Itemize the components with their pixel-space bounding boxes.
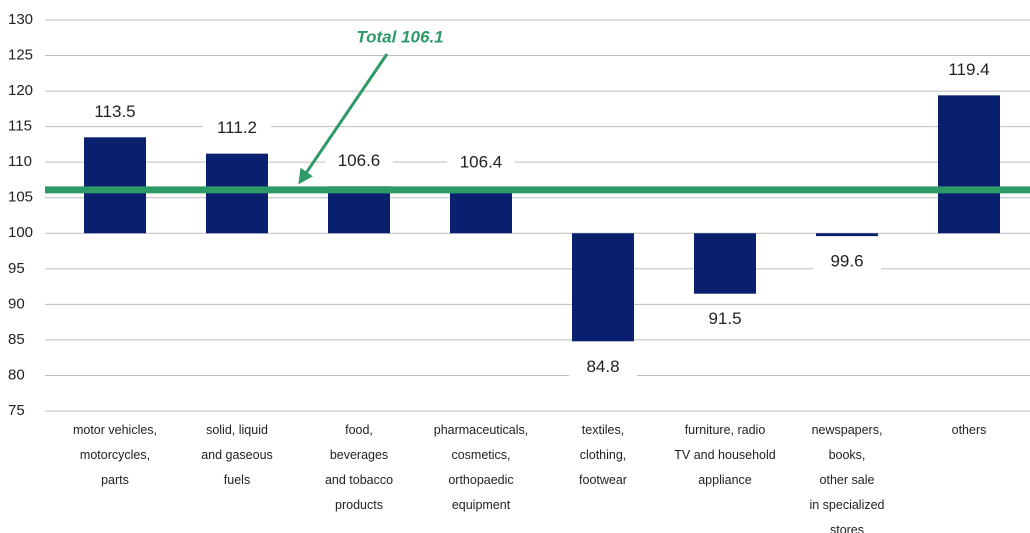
- y-tick-label: 125: [8, 47, 33, 64]
- value-label: 91.5: [708, 309, 741, 328]
- value-label: 111.2: [217, 118, 257, 137]
- x-tick-label-line: solid, liquid: [206, 423, 268, 437]
- x-tick-label-line: beverages: [330, 448, 388, 462]
- x-tick-label-line: products: [335, 498, 383, 512]
- x-tick-label: pharmaceuticals, cosmetics, orthopaedic equ…: [434, 423, 529, 512]
- labels: 75 80 85 90 95 100 105 110 115 120 125 130 113.5 moto…: [8, 11, 1003, 533]
- y-tick-label: 80: [8, 366, 25, 383]
- x-tick-label-line: furniture, radio: [685, 423, 766, 437]
- annotation: Total 106.1: [356, 27, 443, 46]
- value-label-bg: [813, 250, 881, 275]
- value-label: 106.6: [338, 151, 381, 170]
- y-tick-label: 120: [8, 82, 33, 99]
- bar: [206, 153, 268, 234]
- y-tick-label: 105: [8, 189, 33, 206]
- x-tick-label-line: clothing,: [580, 448, 627, 462]
- y-tick-label: 110: [8, 153, 32, 170]
- x-tick-label-line: in specialized: [809, 498, 884, 512]
- value-label-bg: [325, 149, 393, 174]
- x-tick-label-line: TV and household: [674, 448, 776, 462]
- y-tick-label: 115: [8, 118, 32, 135]
- x-tick-label: newspapers, books, other sale in specialize…: [809, 423, 884, 533]
- x-tick-label: furniture, radio TV and household applianc…: [674, 423, 776, 487]
- value-label-bg: [81, 100, 149, 125]
- value-label: 99.6: [830, 252, 863, 271]
- y-tick-label: 90: [8, 295, 25, 312]
- x-tick-label-line: motor vehicles,: [73, 423, 157, 437]
- x-tick-label-line: newspapers,: [812, 423, 883, 437]
- bar: [816, 233, 878, 237]
- x-tick-label-line: cosmetics,: [451, 448, 510, 462]
- x-tick-label-line: pharmaceuticals,: [434, 423, 529, 437]
- bar: [450, 187, 512, 234]
- x-tick-label: motor vehicles, motorcycles, parts: [73, 423, 157, 487]
- x-tick-label-line: stores: [830, 523, 864, 533]
- x-tick-label-line: and gaseous: [201, 448, 273, 462]
- bars: [84, 95, 1000, 342]
- annotation-arrow: [298, 53, 389, 185]
- value-label: 119.4: [948, 60, 989, 79]
- x-tick-label-line: appliance: [698, 473, 752, 487]
- x-tick-label-line: fuels: [224, 473, 250, 487]
- value-label: 113.5: [94, 102, 135, 121]
- bar: [572, 233, 634, 342]
- bar: [938, 95, 1000, 234]
- x-tick-label: textiles, clothing, footwear: [579, 423, 627, 487]
- y-tick-label: 75: [8, 402, 25, 419]
- x-tick-label-line: books,: [829, 448, 866, 462]
- value-label-bg: [569, 355, 637, 380]
- value-label-bg: [935, 58, 1003, 83]
- x-tick-label-line: food,: [345, 423, 373, 437]
- x-tick-label-line: textiles,: [582, 423, 624, 437]
- y-tick-label: 85: [8, 331, 25, 348]
- value-label-bg: [203, 116, 271, 141]
- bar: [84, 137, 146, 234]
- x-tick-label-line: footwear: [579, 473, 627, 487]
- x-tick-label: others: [952, 423, 987, 437]
- y-tick-label: 100: [8, 224, 33, 241]
- value-label: 106.4: [460, 152, 503, 171]
- y-tick-label: 95: [8, 260, 25, 277]
- x-tick-label-line: others: [952, 423, 987, 437]
- y-tick-label: 130: [8, 11, 33, 28]
- value-label: 84.8: [586, 357, 619, 376]
- x-tick-label-line: orthopaedic: [448, 473, 513, 487]
- x-tick-label-line: motorcycles,: [80, 448, 150, 462]
- x-tick-label: solid, liquid and gaseous fuels: [201, 423, 273, 487]
- x-tick-label-line: other sale: [820, 473, 875, 487]
- x-tick-label: food, beverages and tobacco products: [325, 423, 393, 512]
- value-label-bg: [447, 150, 515, 175]
- grid: [45, 19, 1030, 412]
- x-tick-label-line: parts: [101, 473, 129, 487]
- value-label-bg: [691, 307, 759, 332]
- x-tick-label-line: and tobacco: [325, 473, 393, 487]
- x-tick-label-line: equipment: [452, 498, 511, 512]
- bar: [694, 233, 756, 294]
- bar: [328, 186, 390, 234]
